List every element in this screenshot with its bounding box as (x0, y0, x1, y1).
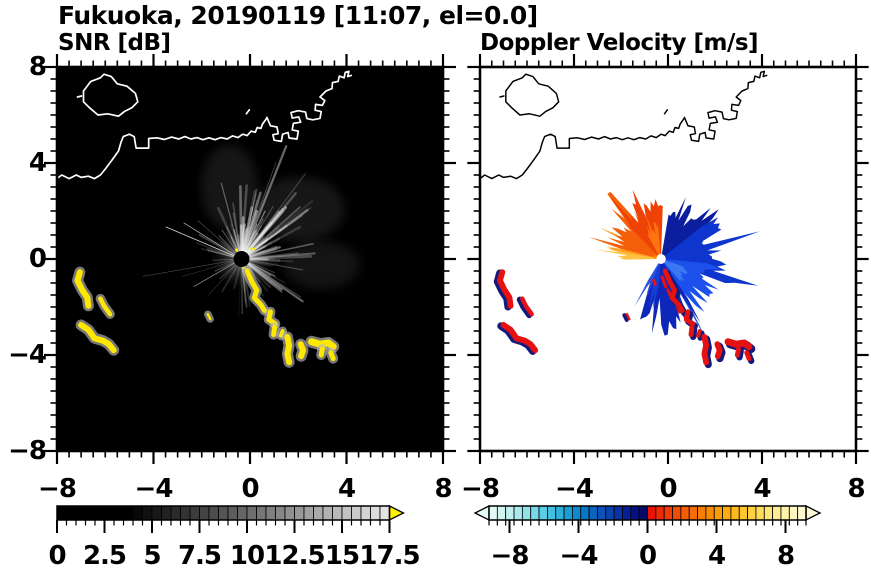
x-tick-label: 4 (753, 474, 771, 504)
velocity-colorbar-label: 0 (638, 541, 657, 570)
snr-colorbar-label: 10 (229, 541, 265, 570)
snr-colorbar-label: 2.5 (82, 541, 127, 570)
snr-panel-title: SNR [dB] (58, 30, 171, 56)
snr-colorbar-label: 12.5 (264, 541, 325, 570)
x-tick-label: 4 (337, 474, 356, 504)
y-tick-label: −4 (8, 340, 47, 370)
x-tick-label: 0 (659, 474, 677, 504)
x-tick-label: −4 (134, 474, 174, 504)
snr-colorbar-label: 17.5 (359, 541, 420, 570)
y-tick-label: 0 (28, 244, 47, 274)
velocity-colorbar-label: 4 (707, 541, 726, 570)
snr-colorbar-label: 5 (143, 541, 161, 570)
velocity-colorbar-label: −8 (490, 541, 530, 570)
snr-colorbar-label: 0 (48, 541, 66, 570)
y-tick-label: 4 (28, 148, 47, 178)
x-tick-label: 8 (847, 474, 865, 504)
velocity-colorbar (473, 504, 822, 533)
snr-colorbar (56, 504, 405, 533)
velocity-colorbar-label: 8 (776, 541, 795, 570)
velocity-colorbar-label: −4 (559, 541, 599, 570)
x-tick-label: −8 (461, 474, 500, 504)
y-tick-label: −8 (8, 436, 47, 466)
x-tick-label: −4 (555, 474, 594, 504)
y-tick-label: 8 (28, 52, 47, 82)
snr-colorbar-label: 7.5 (177, 541, 222, 570)
snr-colorbar-label: 15 (324, 541, 360, 570)
snr-map (44, 54, 456, 464)
x-tick-label: 8 (434, 474, 452, 504)
velocity-panel-title: Doppler Velocity [m/s] (480, 30, 759, 56)
x-tick-label: −8 (38, 474, 77, 504)
figure-title: Fukuoka, 20190119 [11:07, el=0.0] (58, 1, 538, 30)
velocity-map (467, 54, 869, 464)
x-tick-label: 0 (241, 474, 259, 504)
